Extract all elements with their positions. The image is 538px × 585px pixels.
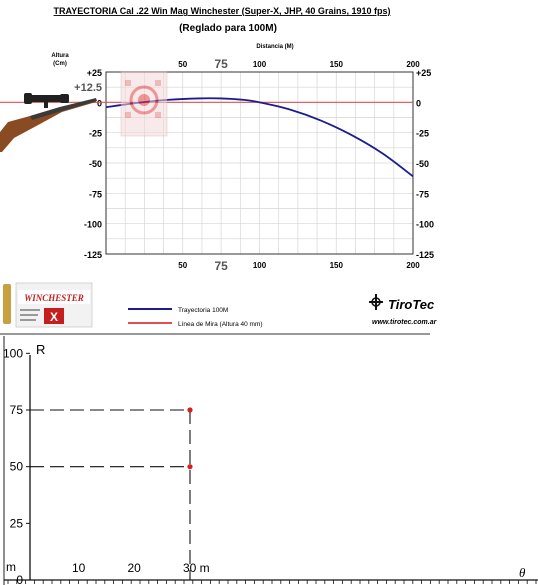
x-axis-label-theta: θ	[519, 565, 526, 580]
x-tick-label-top: 150	[330, 60, 344, 69]
y-tick-label-left: +25	[87, 68, 102, 78]
tirotec-url: www.tirotec.com.ar	[372, 319, 438, 326]
y-axis-label-line1: Altura	[51, 53, 69, 59]
x-tick-label: 30 m	[183, 561, 210, 575]
y-tick-label-right: 0	[416, 98, 421, 108]
x-tick-label-bottom: 100	[253, 261, 267, 270]
y-tick-label: 75	[10, 403, 24, 417]
y-tick-label-right: -125	[416, 250, 434, 260]
x-tick-label-bottom-extra: 75	[214, 259, 228, 273]
legend: Trayectoria 100M Línea de Mira (Altura 4…	[128, 307, 263, 328]
legend-label-trajectory: Trayectoria 100M	[178, 307, 228, 314]
y-axis-label-R: R	[36, 342, 45, 357]
x-tick-label: 20	[128, 561, 142, 575]
y-tick-label-left: -125	[84, 250, 102, 260]
y-tick-label-left: -100	[84, 220, 102, 230]
legend-label-sight-line: Línea de Mira (Altura 40 mm)	[178, 321, 263, 328]
y-axis-label-line2: (Cm)	[53, 61, 67, 67]
chart-subtitle: (Reglado para 100M)	[179, 23, 277, 34]
rifle-icon	[0, 93, 97, 152]
plot-frame	[105, 71, 414, 255]
y-tick-label-left: -75	[89, 189, 102, 199]
data-point	[187, 464, 193, 470]
x-tick-label-top: 200	[406, 60, 420, 69]
y-unit-label: m	[6, 560, 16, 574]
target-icon	[120, 71, 168, 137]
winchester-wordmark: WINCHESTER	[24, 293, 84, 303]
y-tick-label-left: -25	[89, 129, 102, 139]
y-tick-label-right: -75	[416, 189, 429, 199]
points-group	[30, 407, 193, 580]
y-tick-label-right: -100	[416, 220, 434, 230]
x-axis-label: Distancia (M)	[256, 44, 293, 50]
y-tick-label-left: 0	[97, 98, 102, 108]
y-tick-label: 25	[10, 516, 24, 530]
x-tick-label-top: 100	[253, 60, 267, 69]
x-tick-label-top: 50	[178, 60, 187, 69]
tirotec-wordmark: TiroTec	[388, 297, 435, 312]
data-point	[187, 407, 193, 413]
y-tick-label-right: -25	[416, 129, 429, 139]
y-tick-label-left: -50	[89, 159, 102, 169]
x-tick-label: 10	[72, 561, 86, 575]
x-tick-label-bottom: 150	[330, 261, 344, 270]
winchester-logo: WINCHESTER X	[3, 282, 93, 328]
y-tick-label: 0	[16, 573, 23, 585]
tick-labels: 50 50 100 100 150 150 200 200 75 75 +25 +25 0 0 -25 -25…	[74, 57, 434, 273]
x-tick-label-top-extra: 75	[214, 57, 228, 71]
y-tick-label: 50	[10, 460, 24, 474]
tirotec-logo: TiroTec www.tirotec.com.ar	[369, 294, 438, 326]
y-tick-label-extra: +12.5	[74, 82, 102, 94]
chart-title: TRAYECTORIA Cal .22 Win Mag Winchester (…	[54, 6, 391, 16]
x-tick-label-bottom: 50	[178, 261, 187, 270]
tick-labels: 0 25 50 75 100 10 20 30 m	[3, 346, 210, 585]
polar-sketch-chart: 0 25 50 75 100 10 20 30 m R θ m	[3, 336, 538, 585]
trajectory-chart: TRAYECTORIA Cal .22 Win Mag Winchester (…	[0, 6, 438, 335]
y-tick-label-right: +25	[416, 68, 431, 78]
axes	[4, 352, 538, 584]
y-tick-label-right: -50	[416, 159, 429, 169]
x-tick-label-bottom: 200	[406, 261, 420, 270]
y-tick-label: 100	[3, 346, 23, 360]
svg-text:X: X	[50, 310, 58, 324]
